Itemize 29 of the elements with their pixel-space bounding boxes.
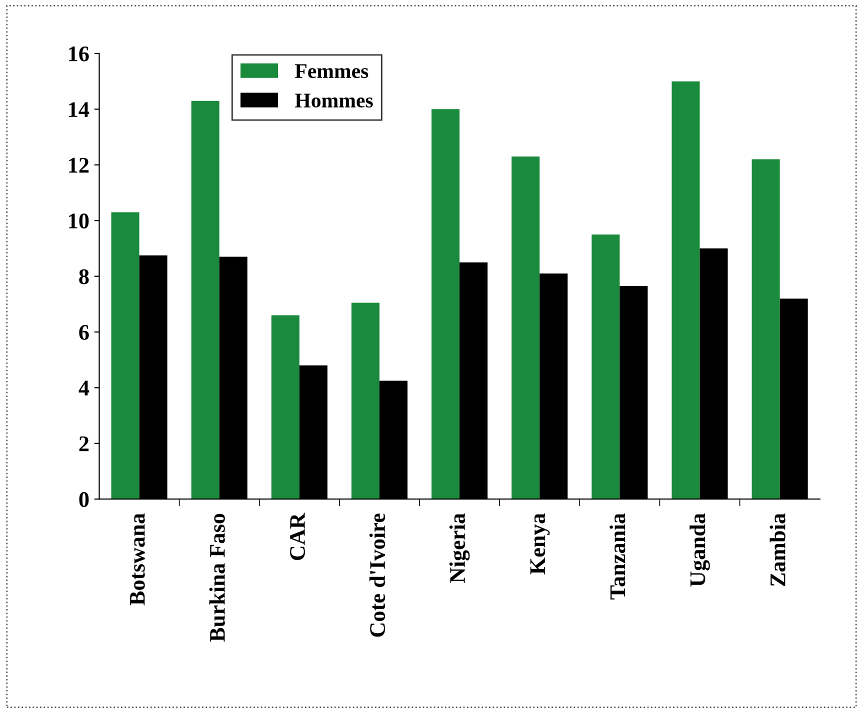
y-tick-label: 8 — [79, 269, 89, 284]
x-tick-label: Burkina Faso — [209, 514, 225, 642]
bar — [432, 109, 460, 500]
x-tick-label: Kenya — [530, 513, 550, 574]
y-tick-label: 14 — [69, 102, 90, 117]
bar — [271, 315, 300, 500]
y-tick-label: 16 — [69, 46, 89, 62]
y-tick-label: 10 — [69, 214, 89, 229]
x-tick-label: Zambia — [770, 513, 786, 586]
bar — [512, 156, 540, 500]
x-tick-label: Nigeria — [449, 513, 470, 583]
y-tick-label: 4 — [78, 380, 90, 396]
y-tick-label: 2 — [79, 436, 89, 452]
x-tick-label: Tanzania — [610, 513, 626, 600]
x-tick-label: Cote d'Ivoire — [369, 514, 386, 637]
bar — [191, 100, 220, 500]
bar — [672, 81, 700, 500]
legend-label: Hommes — [295, 94, 373, 108]
bar — [752, 159, 780, 500]
bar — [111, 212, 140, 500]
bar — [592, 234, 620, 500]
y-tick-label: 12 — [69, 158, 89, 173]
y-tick-label: 0 — [79, 492, 89, 508]
y-tick-label: 6 — [79, 324, 89, 340]
x-tick-label: CAR — [290, 512, 305, 560]
bar — [351, 302, 380, 500]
legend-label: Femmes — [295, 64, 368, 78]
x-tick-label: Botswana — [130, 513, 145, 606]
x-tick-label: Uganda — [690, 513, 710, 587]
